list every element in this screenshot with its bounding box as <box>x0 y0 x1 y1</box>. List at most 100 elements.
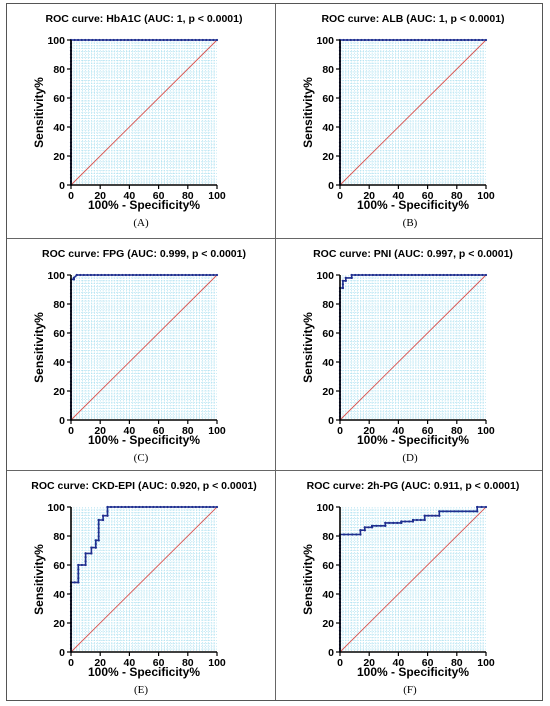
curve-point <box>468 510 471 513</box>
curve-point <box>476 505 479 509</box>
curve-point <box>105 38 108 42</box>
curve-point <box>399 38 402 42</box>
curve-point <box>142 273 145 277</box>
curve-point <box>176 38 179 42</box>
roc-chart-hba1c: ROC curve: HbA1C (AUC: 1, p < 0.0001) 0 20… <box>32 13 242 212</box>
x-axis-label: 100% - Specificity% <box>357 198 469 212</box>
x-axis-label: 100% - Specificity% <box>88 665 200 679</box>
curve-point <box>170 273 173 277</box>
x-tick-label: 40 <box>393 657 405 669</box>
y-tick-label: 100 <box>47 270 65 282</box>
curve-point <box>215 505 219 509</box>
x-tick-label: 20 <box>94 190 106 202</box>
curve-point <box>403 38 406 42</box>
curve-point <box>198 273 201 277</box>
curve-point <box>361 273 364 277</box>
curve-point <box>410 38 413 42</box>
y-tick-label: 20 <box>53 618 65 630</box>
x-tick-label: 80 <box>182 190 194 202</box>
x-tick-label: 0 <box>68 190 74 202</box>
curve-point <box>382 273 385 277</box>
curve-point <box>98 38 101 42</box>
curve-point <box>130 38 133 42</box>
curve-point <box>430 514 434 517</box>
curve-point <box>103 273 106 277</box>
x-tick-label: 20 <box>94 425 106 437</box>
curve-point <box>378 273 382 277</box>
curve-point <box>166 273 169 277</box>
curve-point <box>456 273 459 277</box>
panel-label-e: (E) <box>133 684 149 696</box>
curve-point <box>212 273 215 277</box>
curve-point <box>201 38 204 42</box>
curve-point <box>472 510 475 513</box>
curve-point <box>106 505 109 509</box>
x-axis-label: 100% - Specificity% <box>88 198 200 212</box>
curve-point <box>460 273 463 277</box>
grid <box>340 275 486 420</box>
curve-point <box>427 514 430 517</box>
curve-point <box>84 556 87 559</box>
curve-point <box>72 276 75 279</box>
curve-point <box>134 38 137 42</box>
curve-point <box>112 38 115 42</box>
curve-point <box>420 38 423 42</box>
reference-diagonal-line <box>339 274 487 421</box>
curve-point <box>145 505 148 509</box>
y-axis-label: Sensitivity% <box>32 77 46 148</box>
curve-point <box>97 523 100 526</box>
curve-point <box>396 521 399 524</box>
curve-point <box>100 273 103 277</box>
curve-point <box>159 273 162 277</box>
curve-point <box>371 524 374 527</box>
chart-cell-e: ROC curve: CKD-EPI (AUC: 0.920, p < 0.00… <box>7 471 275 703</box>
curve-point <box>101 38 105 42</box>
curve-point <box>449 273 452 277</box>
curve-point <box>212 505 215 509</box>
curve-point <box>208 505 211 509</box>
curve-point <box>80 38 83 42</box>
curve-point <box>205 505 208 509</box>
curve-point <box>84 560 87 563</box>
curve-point <box>477 273 480 277</box>
y-tick-label: 80 <box>322 299 334 311</box>
curve-point <box>363 529 366 532</box>
y-tick-label: 100 <box>316 502 334 514</box>
curve-point <box>341 283 344 286</box>
curve-point <box>79 273 82 277</box>
curve-point <box>191 273 194 277</box>
x-tick-label: 60 <box>422 657 434 669</box>
curve-point <box>113 505 116 509</box>
curve-point <box>102 514 105 517</box>
curve-point <box>351 533 354 536</box>
curve-point <box>215 38 219 42</box>
curve-point <box>148 505 151 509</box>
curve-point <box>187 38 190 42</box>
curve-point <box>135 273 138 277</box>
curve-point <box>400 273 403 277</box>
y-tick-label: 0 <box>328 647 334 659</box>
y-tick-label: 20 <box>322 151 334 163</box>
curve-point <box>438 273 442 277</box>
curve-point <box>449 38 452 42</box>
curve-point <box>385 38 388 42</box>
curve-point <box>446 273 449 277</box>
curve-point <box>208 38 211 42</box>
roc-chart-alb: ROC curve: ALB (AUC: 1, p < 0.0001) 0 20 40… <box>301 13 505 212</box>
panel-label-a: (A) <box>133 217 149 229</box>
x-tick-label: 20 <box>363 190 375 202</box>
y-axis-label: Sensitivity% <box>32 312 46 383</box>
curve-point <box>152 273 155 277</box>
curve-point <box>442 510 445 513</box>
y-tick-label: 20 <box>53 151 65 163</box>
chart-title: ROC curve: ALB (AUC: 1, p < 0.0001) <box>321 13 504 25</box>
curve-point <box>156 273 159 277</box>
curve-point <box>474 38 477 42</box>
x-tick-label: 80 <box>451 657 463 669</box>
curve-point <box>363 526 366 529</box>
curve-point <box>423 518 426 522</box>
curve-point <box>97 527 100 530</box>
curve-point <box>411 518 415 522</box>
curve-point <box>106 510 109 513</box>
curve-point <box>183 38 187 42</box>
